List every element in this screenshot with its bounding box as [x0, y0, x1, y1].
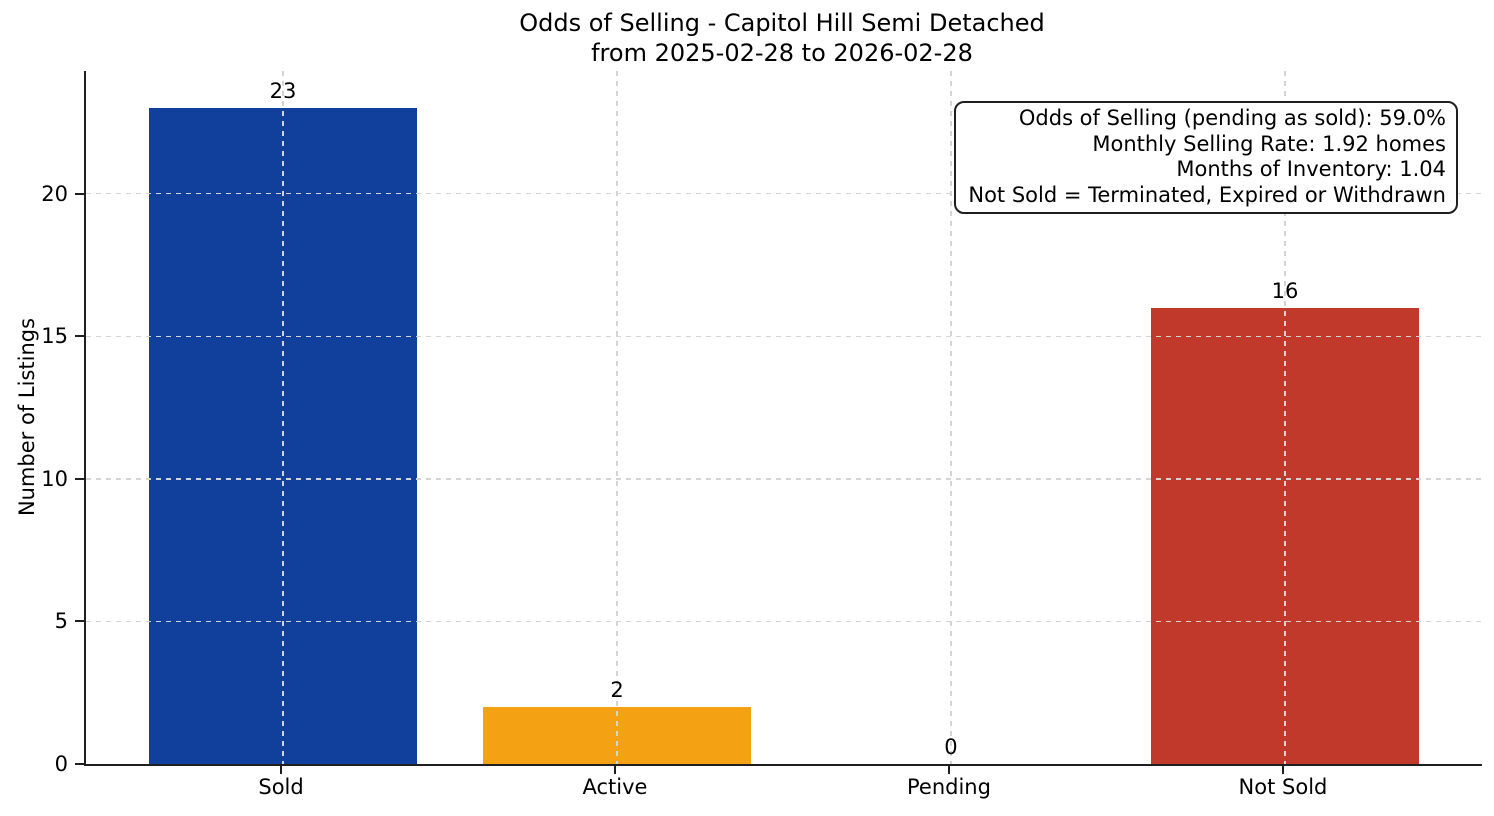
- x-tick-mark: [280, 766, 283, 774]
- y-tick-mark: [75, 763, 84, 765]
- x-tick-label: Active: [582, 775, 648, 799]
- y-tick-mark: [75, 477, 84, 480]
- y-tick-mark: [75, 620, 84, 623]
- bar-active: [483, 706, 751, 764]
- y-tick-label: 20: [41, 181, 68, 206]
- stats-annotation-box: Odds of Selling (pending as sold): 59.0%…: [954, 101, 1458, 214]
- x-tick-mark: [947, 766, 950, 774]
- chart-title-line2: from 2025-02-28 to 2026-02-28: [591, 39, 973, 67]
- x-tick-label: Sold: [258, 775, 304, 799]
- y-tick-mark: [75, 192, 84, 195]
- bar-sold: [149, 108, 417, 764]
- chart-title: Odds of Selling - Capitol Hill Semi Deta…: [84, 8, 1480, 68]
- x-tick-mark: [1281, 766, 1284, 774]
- bar-value-label: 0: [944, 735, 958, 759]
- bar-value-label: 16: [1271, 278, 1299, 303]
- gridline-vertical: [616, 71, 618, 764]
- y-tick-label: 5: [54, 609, 68, 634]
- y-tick-label: 10: [41, 466, 68, 491]
- plot-area: 23 2 0 16: [84, 71, 1482, 766]
- bar-not-sold: [1151, 307, 1419, 764]
- x-tick-label: Pending: [907, 775, 991, 799]
- y-tick-mark: [75, 335, 84, 338]
- bar-value-label: 2: [610, 677, 624, 702]
- x-tick-label: Not Sold: [1238, 775, 1328, 799]
- annotation-odds-of-selling: Odds of Selling (pending as sold): 59.0%: [1018, 106, 1446, 130]
- annotation-months-of-inventory: Months of Inventory: 1.04: [1176, 157, 1446, 181]
- x-tick-mark: [614, 766, 616, 774]
- y-tick-label: 0: [54, 752, 68, 776]
- annotation-not-sold-definition: Not Sold = Terminated, Expired or Withdr…: [968, 182, 1446, 207]
- annotation-monthly-selling-rate: Monthly Selling Rate: 1.92 homes: [1092, 131, 1446, 156]
- chart-title-line1: Odds of Selling - Capitol Hill Semi Deta…: [519, 9, 1045, 37]
- gridline-vertical: [950, 71, 952, 764]
- bar-value-label: 23: [269, 79, 297, 104]
- y-tick-label: 15: [41, 324, 68, 349]
